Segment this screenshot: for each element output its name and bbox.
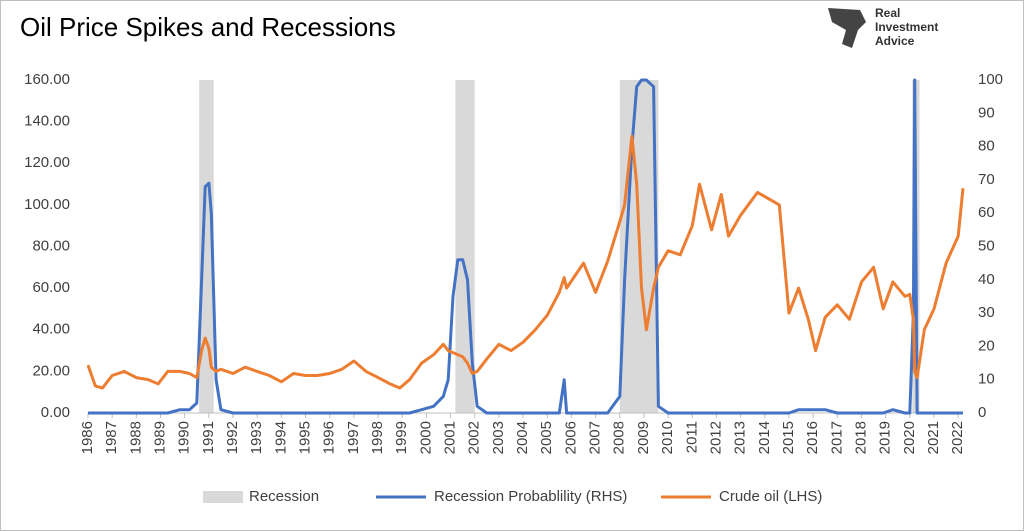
y-tick-label: 0.00: [41, 404, 70, 421]
y2-tick-label: 40: [978, 271, 995, 288]
y-tick-label: 60.00: [32, 279, 70, 296]
y-tick-label: 100.00: [24, 196, 70, 213]
logo-icon: [828, 8, 866, 48]
x-tick-label: 2006: [562, 421, 579, 454]
x-tick-label: 2013: [732, 421, 749, 454]
y2-tick-label: 50: [978, 237, 995, 254]
x-tick-label: 1987: [103, 421, 120, 454]
y-tick-label: 80.00: [32, 237, 70, 254]
x-tick-label: 2008: [611, 421, 628, 454]
legend-swatch: [203, 491, 243, 503]
x-tick-label: 1997: [345, 421, 362, 454]
y2-tick-label: 10: [978, 371, 995, 388]
logo-text: Real: [875, 6, 900, 20]
x-tick-label: 1990: [176, 421, 193, 454]
x-tick-label: 2011: [683, 421, 700, 453]
logo-text: Investment: [875, 20, 938, 34]
chart-title: Oil Price Spikes and Recessions: [20, 12, 396, 42]
x-tick-label: 2020: [901, 421, 918, 454]
x-tick-label: 1993: [248, 421, 265, 454]
x-tick-label: 2005: [538, 421, 555, 454]
legend-label: Recession Probablility (RHS): [434, 488, 627, 505]
x-tick-label: 1989: [151, 421, 168, 454]
series-line: [86, 134, 965, 390]
y2-tick-label: 0: [978, 404, 986, 421]
x-tick-label: 2000: [417, 421, 434, 454]
x-tick-label: 2015: [780, 421, 797, 454]
x-tick-label: 2003: [490, 421, 507, 454]
legend-label: Recession: [249, 488, 319, 505]
logo: Real Investment Advice: [828, 6, 938, 48]
series-line: [88, 78, 963, 415]
x-tick-label: 1998: [369, 421, 386, 454]
x-tick-label: 2021: [925, 421, 942, 454]
y2-tick-label: 70: [978, 171, 995, 188]
x-tick-label: 2001: [442, 421, 459, 454]
y2-tick-label: 60: [978, 204, 995, 221]
recession-band: [199, 80, 214, 413]
x-tick-label: 2022: [949, 421, 966, 454]
y-tick-label: 20.00: [32, 362, 70, 379]
x-tick-label: 1995: [297, 421, 314, 454]
logo-text: Advice: [875, 34, 915, 48]
x-tick-label: 2007: [587, 421, 604, 454]
y2-tick-label: 90: [978, 104, 995, 121]
x-tick-label: 2002: [466, 421, 483, 454]
y-tick-label: 40.00: [32, 321, 70, 338]
x-tick-label: 1991: [200, 421, 217, 454]
x-tick-label: 2004: [514, 421, 531, 454]
x-tick-label: 2019: [877, 421, 894, 454]
x-tick-label: 1996: [321, 421, 338, 454]
y-tick-label: 160.00: [24, 71, 70, 88]
y2-tick-label: 80: [978, 138, 995, 155]
x-tick-label: 2017: [828, 421, 845, 454]
y2-tick-label: 30: [978, 304, 995, 321]
x-tick-label: 1988: [127, 421, 144, 454]
y2-tick-label: 100: [978, 71, 1003, 88]
legend-label: Crude oil (LHS): [719, 488, 822, 505]
x-tick-label: 2014: [756, 421, 773, 454]
x-tick-label: 1999: [393, 421, 410, 454]
x-tick-label: 2016: [804, 421, 821, 454]
x-tick-label: 1992: [224, 421, 241, 454]
x-tick-label: 1986: [79, 421, 96, 454]
y2-tick-label: 20: [978, 337, 995, 354]
x-tick-label: 2012: [707, 421, 724, 454]
x-tick-label: 2009: [635, 421, 652, 454]
x-tick-label: 2010: [659, 421, 676, 454]
x-tick-label: 1994: [272, 421, 289, 454]
x-tick-label: 2018: [852, 421, 869, 454]
y-tick-label: 120.00: [24, 154, 70, 171]
y-tick-label: 140.00: [24, 113, 70, 130]
